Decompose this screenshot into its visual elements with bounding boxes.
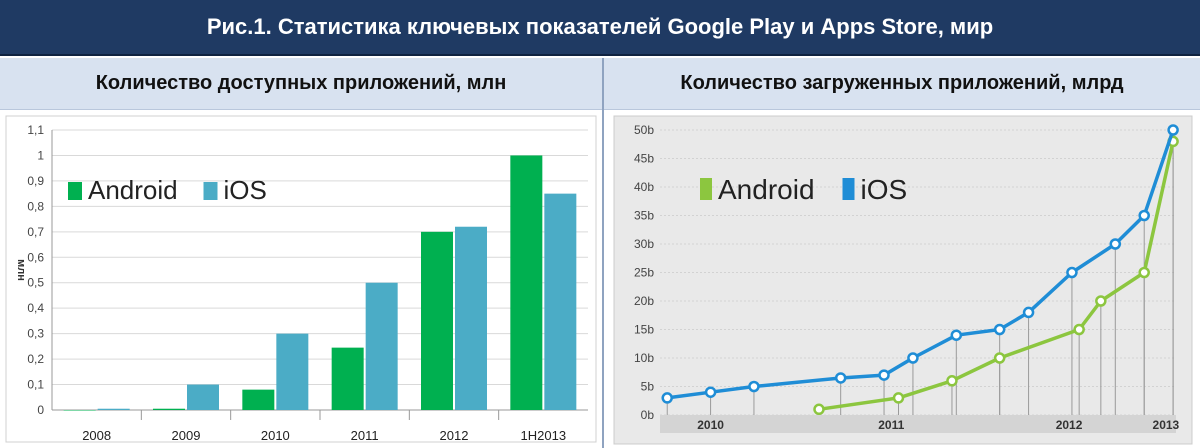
y-tick-label: 0,1: [27, 378, 44, 392]
x-axis-band: [660, 415, 1176, 433]
y-tick-label: 0,3: [27, 327, 44, 341]
point-ios: [993, 323, 1006, 336]
y-tick-label: 0,8: [27, 199, 44, 213]
page-title: Рис.1. Статистика ключевых показателей G…: [0, 0, 1200, 56]
panel-divider: [602, 58, 604, 448]
legend-swatch-ios: [842, 178, 855, 200]
point-ios: [907, 352, 919, 364]
y-tick-label: 45b: [634, 152, 654, 166]
y-tick-label: 50b: [634, 123, 654, 137]
legend-swatch-android: [700, 178, 712, 200]
legend-label-android: Android: [718, 174, 815, 205]
left-panel-title: Количество доступных приложений, млн: [0, 58, 602, 110]
y-tick-label: 20b: [634, 294, 654, 308]
point-android: [892, 392, 905, 404]
point-ios: [1066, 266, 1078, 279]
point-ios: [748, 380, 760, 393]
y-tick-label: 5b: [641, 380, 655, 394]
x-tick-label: 2011: [878, 418, 904, 432]
bar-ios-1H2013: [544, 193, 577, 410]
point-android: [993, 352, 1006, 364]
y-tick-label: 0b: [641, 408, 655, 422]
right-panel-title: Количество загруженных приложений, млрд: [604, 58, 1200, 110]
y-tick-label: 0: [37, 403, 44, 417]
legend-label-ios: iOS: [224, 175, 267, 205]
bar-android-2008: [63, 410, 96, 411]
point-android: [1138, 266, 1150, 279]
point-ios: [1022, 306, 1035, 319]
bar-ios-2012: [455, 226, 487, 410]
x-tick-label: 2012: [440, 428, 469, 443]
bar-android-2010: [242, 389, 275, 410]
y-tick-label: 35b: [634, 209, 654, 223]
y-tick-label: 0,4: [27, 301, 44, 315]
x-tick-label: 2010: [697, 418, 724, 432]
y-tick-label: 0,5: [27, 276, 44, 290]
point-ios: [834, 372, 847, 384]
bar-android-2012: [421, 231, 453, 410]
point-ios: [661, 392, 673, 404]
point-android: [813, 403, 825, 416]
x-tick-label: 2011: [351, 428, 379, 443]
x-tick-label: 1H2013: [521, 428, 567, 443]
x-tick-label: 2008: [82, 428, 111, 443]
series-line-android: [818, 141, 1175, 412]
bar-ios-2009: [187, 384, 219, 410]
bar-android-1H2013: [510, 155, 543, 410]
y-tick-label: 15b: [634, 323, 654, 337]
y-tick-label: 1,1: [27, 123, 44, 137]
x-tick-label: 2010: [261, 428, 290, 443]
x-tick-label: 2009: [172, 428, 201, 443]
point-android: [1073, 323, 1085, 336]
y-tick-label: 10b: [634, 351, 654, 365]
y-tick-label: 0,7: [27, 225, 44, 239]
point-ios: [1109, 238, 1122, 250]
bar-android-2011: [331, 347, 364, 410]
y-tick-label: 0,2: [27, 352, 44, 366]
line-chart: 0b 5b 10b 15b 20b 25b 30b 35b 40b 45b 50b 2010 2011 2…: [613, 115, 1193, 445]
y-tick-label: 0,6: [27, 250, 44, 264]
point-ios: [1138, 209, 1150, 222]
y-axis-label: млн: [15, 259, 27, 281]
legend-label-android: Android: [88, 175, 178, 205]
legend-swatch-ios: [203, 182, 218, 200]
point-ios: [950, 329, 963, 341]
bar-ios-2008: [97, 408, 130, 410]
y-tick-label: 25b: [634, 266, 654, 280]
x-tick-label: 2013: [1153, 418, 1180, 432]
bar-ios-2011: [365, 282, 398, 410]
point-ios: [878, 369, 890, 381]
bar-android-2009: [153, 408, 185, 410]
point-ios: [1167, 124, 1179, 136]
legend-label-ios: iOS: [861, 174, 908, 205]
bar-ios-2010: [276, 333, 309, 410]
y-tick-label: 0,9: [27, 174, 44, 188]
point-ios: [704, 386, 717, 398]
y-tick-label: 1: [37, 148, 44, 162]
x-tick-label: 2012: [1056, 418, 1083, 432]
y-tick-label: 30b: [634, 237, 654, 251]
point-android: [946, 375, 958, 387]
legend-swatch-android: [68, 182, 82, 200]
point-android: [1095, 295, 1107, 307]
y-tick-label: 40b: [634, 180, 654, 194]
bar-chart: 0 0,1 0,2 0,3 0,4 0,5 0,6 0,7 0,8 0,9 1 1,1 млн 2008 2…: [5, 115, 597, 443]
